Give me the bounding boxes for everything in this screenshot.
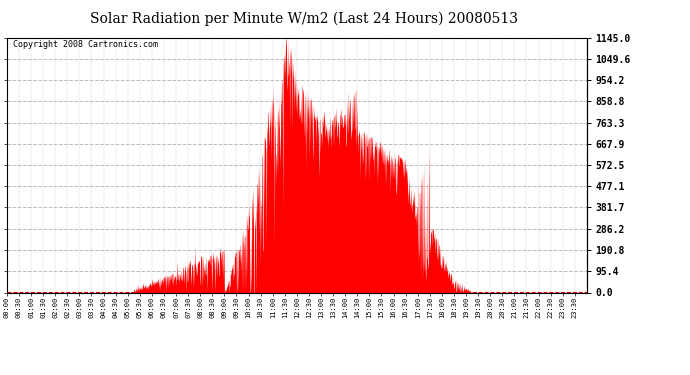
Text: Copyright 2008 Cartronics.com: Copyright 2008 Cartronics.com [12,40,158,49]
Text: Solar Radiation per Minute W/m2 (Last 24 Hours) 20080513: Solar Radiation per Minute W/m2 (Last 24… [90,11,518,26]
